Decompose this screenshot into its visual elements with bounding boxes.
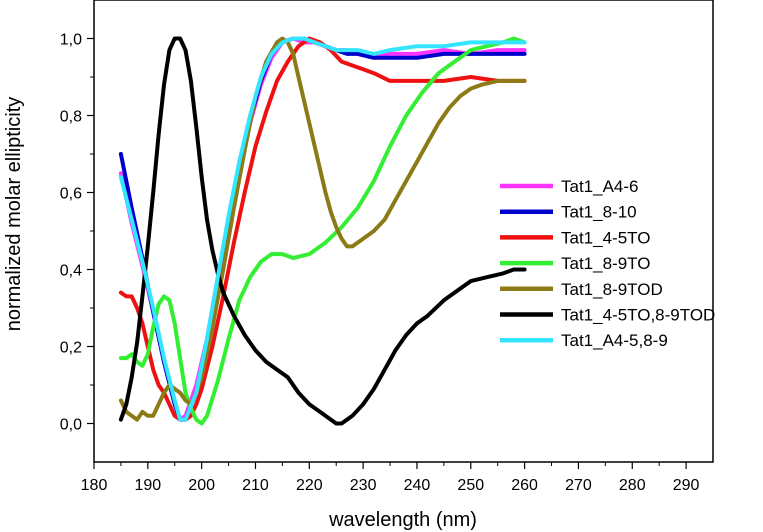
- legend-label-5: Tat1_4-5TO,8-9TOD: [561, 306, 715, 325]
- y-tick-label: 0,2: [60, 340, 82, 357]
- x-tick-label: 290: [673, 477, 700, 494]
- legend-label-4: Tat1_8-9TOD: [561, 280, 663, 299]
- y-tick-label: 1,0: [60, 32, 82, 49]
- series-line-2: [118, 36, 527, 422]
- y-tick-label: 0,6: [60, 186, 82, 203]
- y-tick-label: 0,0: [60, 417, 82, 434]
- x-tick-label: 190: [134, 477, 161, 494]
- legend-label-3: Tat1_8-9TO: [561, 254, 650, 273]
- axis-ticks: 180 190 200 210 220 230 240 250 260 270 280 290 0,0 0…: [60, 32, 700, 495]
- series-line-4: [118, 36, 527, 422]
- x-tick-label: 200: [188, 477, 215, 494]
- x-tick-label: 280: [619, 477, 646, 494]
- x-tick-label: 250: [457, 477, 484, 494]
- legend-label-6: Tat1_A4-5,8-9: [561, 331, 668, 350]
- series-line-3: [118, 36, 527, 426]
- legend-label-2: Tat1_4-5TO: [561, 228, 650, 247]
- x-tick-label: 210: [242, 477, 269, 494]
- legend-label-1: Tat1_8-10: [561, 203, 637, 222]
- legend: Tat1_A4-6 Tat1_8-10 Tat1_4-5TO Tat1_8-9TO Ta…: [500, 177, 715, 350]
- series-line-6: [118, 36, 527, 422]
- x-tick-label: 220: [296, 477, 323, 494]
- x-tick-label: 180: [81, 477, 108, 494]
- y-tick-label: 0,4: [60, 263, 82, 280]
- x-tick-label: 270: [565, 477, 592, 494]
- y-axis-title: normalized molar ellipticity: [3, 97, 25, 332]
- y-tick-label: 0,8: [60, 109, 82, 126]
- series-line-5: [118, 36, 527, 426]
- x-axis-title: wavelength (nm): [328, 509, 477, 531]
- series-lines: [118, 36, 527, 426]
- x-tick-label: 260: [511, 477, 538, 494]
- x-tick-label: 240: [404, 477, 431, 494]
- legend-label-0: Tat1_A4-6: [561, 177, 639, 196]
- x-tick-label: 230: [350, 477, 377, 494]
